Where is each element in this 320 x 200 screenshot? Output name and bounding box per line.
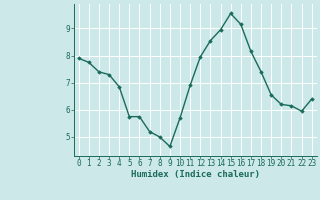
X-axis label: Humidex (Indice chaleur): Humidex (Indice chaleur) [131, 170, 260, 179]
